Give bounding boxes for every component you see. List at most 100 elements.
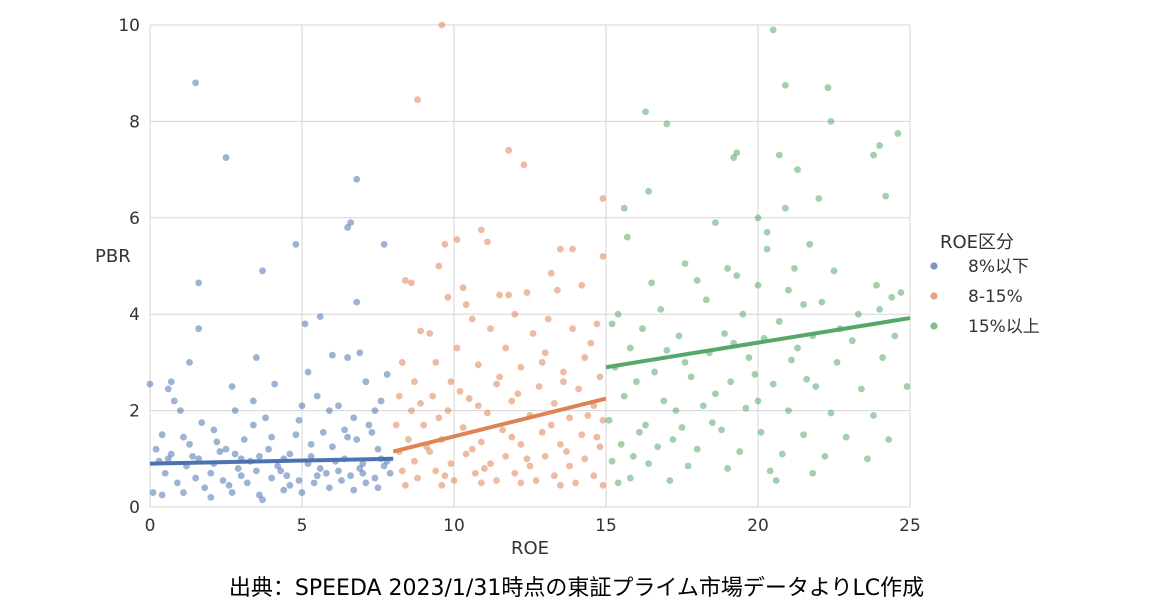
data-point (882, 192, 890, 200)
data-point (742, 404, 750, 412)
data-point (371, 407, 379, 414)
data-point (377, 397, 385, 405)
data-point (508, 433, 516, 441)
data-point (815, 195, 823, 202)
x-axis-label: ROE (511, 538, 549, 559)
data-point (435, 262, 443, 270)
data-point (447, 378, 455, 386)
data-point (283, 472, 291, 480)
data-point (557, 440, 564, 448)
data-point (739, 310, 747, 318)
data-point (450, 477, 458, 484)
data-point (587, 339, 595, 347)
data-point (307, 452, 315, 460)
data-point (158, 431, 166, 439)
data-point (657, 305, 665, 313)
data-point (310, 479, 318, 487)
data-point (456, 387, 464, 395)
data-point (186, 440, 193, 448)
data-point (222, 154, 230, 161)
data-point (438, 21, 446, 29)
data-point (499, 426, 507, 434)
data-point (642, 108, 649, 116)
data-point (493, 477, 500, 484)
data-point (295, 416, 303, 424)
data-point (876, 142, 883, 149)
data-point (313, 472, 321, 480)
data-point (687, 373, 695, 381)
data-point (544, 315, 552, 323)
data-point (487, 460, 494, 468)
data-point (249, 421, 257, 429)
data-point (894, 130, 902, 137)
data-point (724, 465, 731, 472)
data-point (733, 149, 741, 157)
data-point (395, 392, 403, 400)
data-point (414, 96, 421, 104)
data-point (639, 325, 646, 333)
data-point (590, 472, 598, 480)
data-point (608, 320, 616, 328)
legend-marker (930, 292, 938, 300)
data-point (268, 474, 275, 482)
data-point (186, 359, 193, 366)
y-tick-label: 0 (129, 498, 140, 518)
data-point (177, 407, 184, 414)
tick-labels: 0 5 10 15 20 25 0 2 4 6 8 10 (118, 16, 920, 536)
data-point (180, 433, 187, 441)
data-point (693, 445, 701, 453)
data-point (693, 277, 701, 284)
data-point (167, 378, 175, 386)
data-point (420, 421, 427, 429)
data-point (207, 493, 215, 501)
data-point (508, 397, 516, 405)
data-point (468, 315, 476, 323)
data-point (620, 392, 628, 400)
data-point (484, 238, 491, 246)
data-point (219, 477, 227, 484)
data-point (502, 452, 510, 460)
data-point (189, 452, 196, 460)
data-point (447, 460, 455, 468)
data-point (401, 277, 409, 284)
data-point (529, 330, 537, 337)
legend-label: 15%以上 (968, 317, 1040, 337)
y-tick-label: 2 (129, 402, 140, 422)
data-point (566, 462, 573, 470)
data-point (614, 479, 622, 487)
data-point (268, 433, 275, 441)
legend-marker (930, 262, 938, 270)
data-point (745, 354, 753, 361)
data-point (173, 479, 181, 487)
data-point (262, 414, 269, 422)
data-point (462, 450, 470, 458)
data-point (280, 486, 288, 494)
data-point (459, 424, 467, 431)
data-point (195, 279, 203, 287)
scatter-chart: 0 5 10 15 20 25 0 2 4 6 8 10 PBR ROE ROE区分 8%以下 8-15… (95, 16, 1040, 559)
data-point (304, 368, 312, 376)
data-point (398, 359, 406, 366)
data-point (362, 479, 370, 487)
data-point (599, 416, 607, 424)
data-point (514, 390, 522, 398)
data-point (408, 279, 415, 287)
data-point (301, 320, 309, 328)
data-point (405, 436, 412, 443)
data-point (578, 281, 586, 289)
data-point (465, 395, 473, 402)
legend: ROE区分 8%以下 8-15% 15%以上 (930, 232, 1040, 337)
data-point (201, 484, 209, 492)
data-point (253, 354, 260, 361)
data-point (769, 26, 777, 34)
data-point (195, 325, 203, 333)
data-point (329, 351, 336, 359)
data-point (581, 455, 589, 463)
data-point (417, 327, 424, 335)
data-point (307, 440, 315, 448)
data-point (338, 477, 345, 484)
data-point (243, 479, 251, 487)
data-point (335, 402, 342, 410)
data-point (380, 240, 388, 248)
data-point (526, 462, 534, 470)
